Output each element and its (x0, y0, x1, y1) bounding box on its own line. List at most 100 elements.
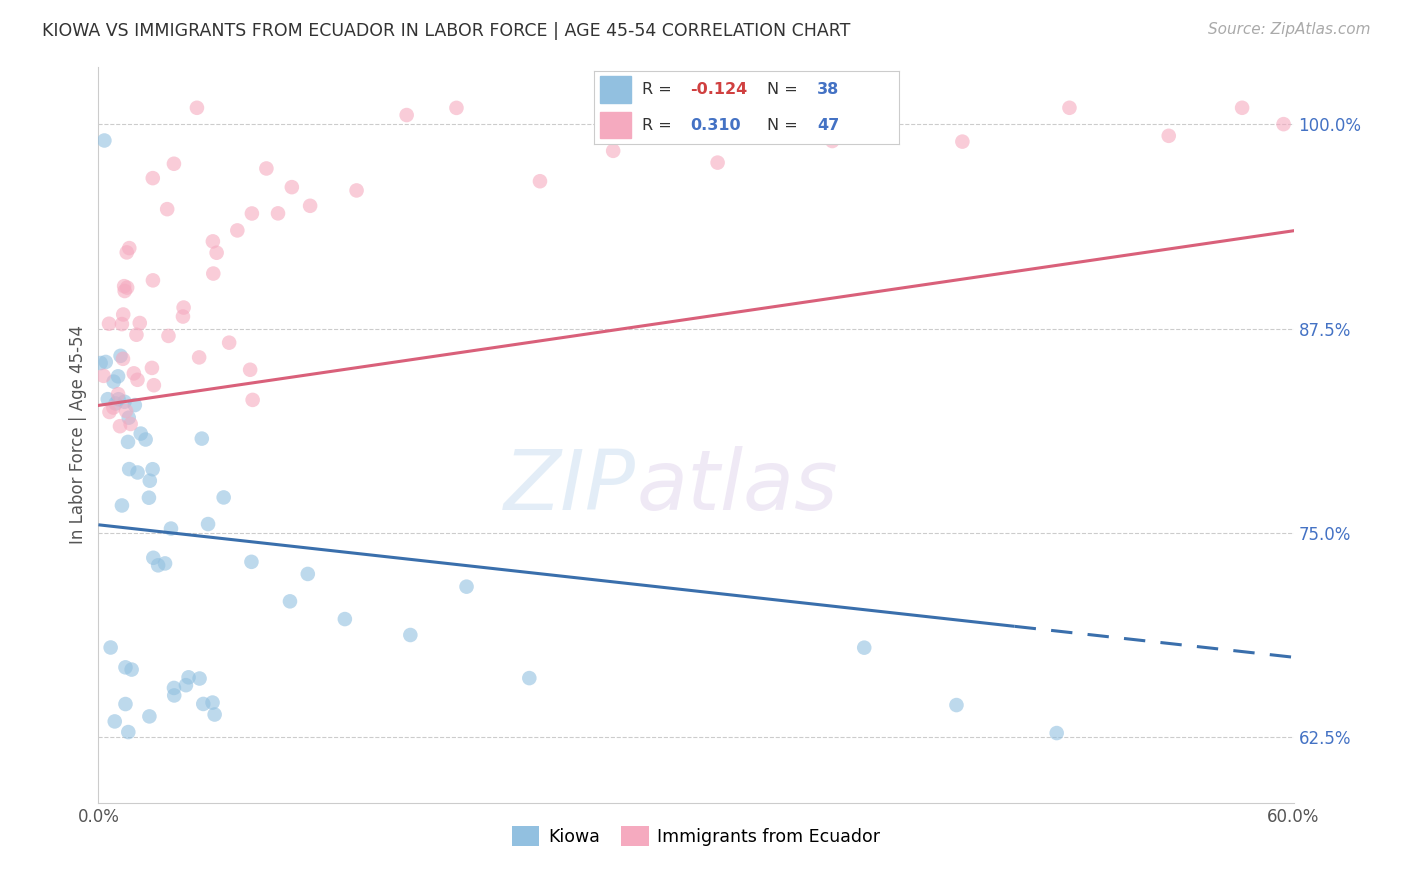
Point (129, 426, 152, 441)
Point (267, 206, 290, 220)
Point (163, 681, 186, 695)
Y-axis label: In Labor Force | Age 45-54: In Labor Force | Age 45-54 (69, 326, 87, 544)
Point (108, 419, 131, 434)
Point (125, 327, 148, 342)
Point (135, 433, 157, 447)
Point (333, 612, 356, 626)
Point (98, 405, 121, 419)
Point (114, 660, 136, 674)
Point (138, 709, 160, 723)
Point (142, 550, 165, 565)
Text: KIOWA VS IMMIGRANTS FROM ECUADOR IN LABOR FORCE | AGE 45-54 CORRELATION CHART: KIOWA VS IMMIGRANTS FROM ECUADOR IN LABO… (42, 22, 851, 40)
Point (128, 316, 150, 330)
Point (139, 474, 162, 488)
Point (202, 267, 225, 281)
Point (93, 133, 115, 147)
Point (456, 580, 478, 594)
Point (112, 308, 135, 322)
Text: atlas: atlas (637, 446, 838, 527)
Point (395, 108, 418, 122)
Point (142, 462, 165, 476)
Point (111, 351, 134, 366)
Point (141, 360, 163, 375)
Point (110, 349, 132, 363)
Point (142, 171, 165, 186)
Point (201, 235, 224, 249)
Point (153, 557, 176, 571)
Point (177, 670, 200, 684)
Point (1157, 128, 1180, 143)
Point (103, 375, 125, 389)
Point (163, 157, 186, 171)
Point (1230, 101, 1253, 115)
Point (193, 697, 215, 711)
Point (157, 329, 180, 343)
Point (112, 279, 135, 293)
Point (107, 392, 129, 407)
Point (93, 368, 115, 383)
Point (186, 101, 208, 115)
Point (94, 355, 117, 369)
Point (111, 317, 134, 331)
Point (205, 245, 228, 260)
Point (529, 174, 551, 188)
Point (156, 202, 179, 216)
Point (188, 351, 211, 365)
Point (278, 594, 301, 608)
Point (212, 491, 235, 505)
Point (853, 640, 876, 655)
Point (163, 689, 186, 703)
Text: Source: ZipAtlas.com: Source: ZipAtlas.com (1208, 22, 1371, 37)
Point (114, 697, 136, 711)
Point (104, 396, 127, 410)
Point (188, 672, 211, 686)
Point (254, 161, 277, 176)
Point (111, 499, 134, 513)
Point (115, 280, 138, 294)
Point (281, 180, 304, 194)
Point (517, 671, 540, 685)
Point (120, 417, 142, 431)
Point (950, 135, 973, 149)
Point (299, 199, 322, 213)
Point (117, 725, 139, 739)
Point (104, 714, 127, 729)
Point (90, 356, 112, 370)
Point (821, 134, 844, 148)
Point (146, 558, 169, 573)
Point (107, 387, 129, 401)
Legend: Kiowa, Immigrants from Ecuador: Kiowa, Immigrants from Ecuador (505, 819, 887, 853)
Point (142, 378, 165, 392)
Point (118, 241, 141, 255)
Point (160, 522, 183, 536)
Point (103, 401, 125, 415)
Point (97, 392, 120, 406)
Point (1059, 101, 1081, 115)
Point (346, 183, 368, 197)
Point (945, 698, 967, 712)
Point (239, 363, 262, 377)
Point (127, 466, 149, 480)
Point (242, 392, 264, 407)
Point (706, 155, 728, 169)
Point (115, 245, 138, 260)
Point (218, 335, 240, 350)
Point (98, 317, 121, 331)
Point (118, 410, 141, 425)
Point (114, 284, 136, 298)
Point (107, 369, 129, 384)
Point (138, 491, 160, 505)
Point (173, 301, 195, 315)
Point (100, 640, 122, 655)
Point (127, 373, 149, 387)
Point (122, 367, 145, 381)
Point (142, 273, 165, 287)
Point (121, 663, 143, 677)
Point (118, 462, 141, 476)
Point (174, 678, 197, 692)
Point (297, 566, 319, 581)
Point (204, 707, 226, 722)
Text: ZIP: ZIP (505, 446, 637, 527)
Point (172, 310, 194, 324)
Point (399, 628, 422, 642)
